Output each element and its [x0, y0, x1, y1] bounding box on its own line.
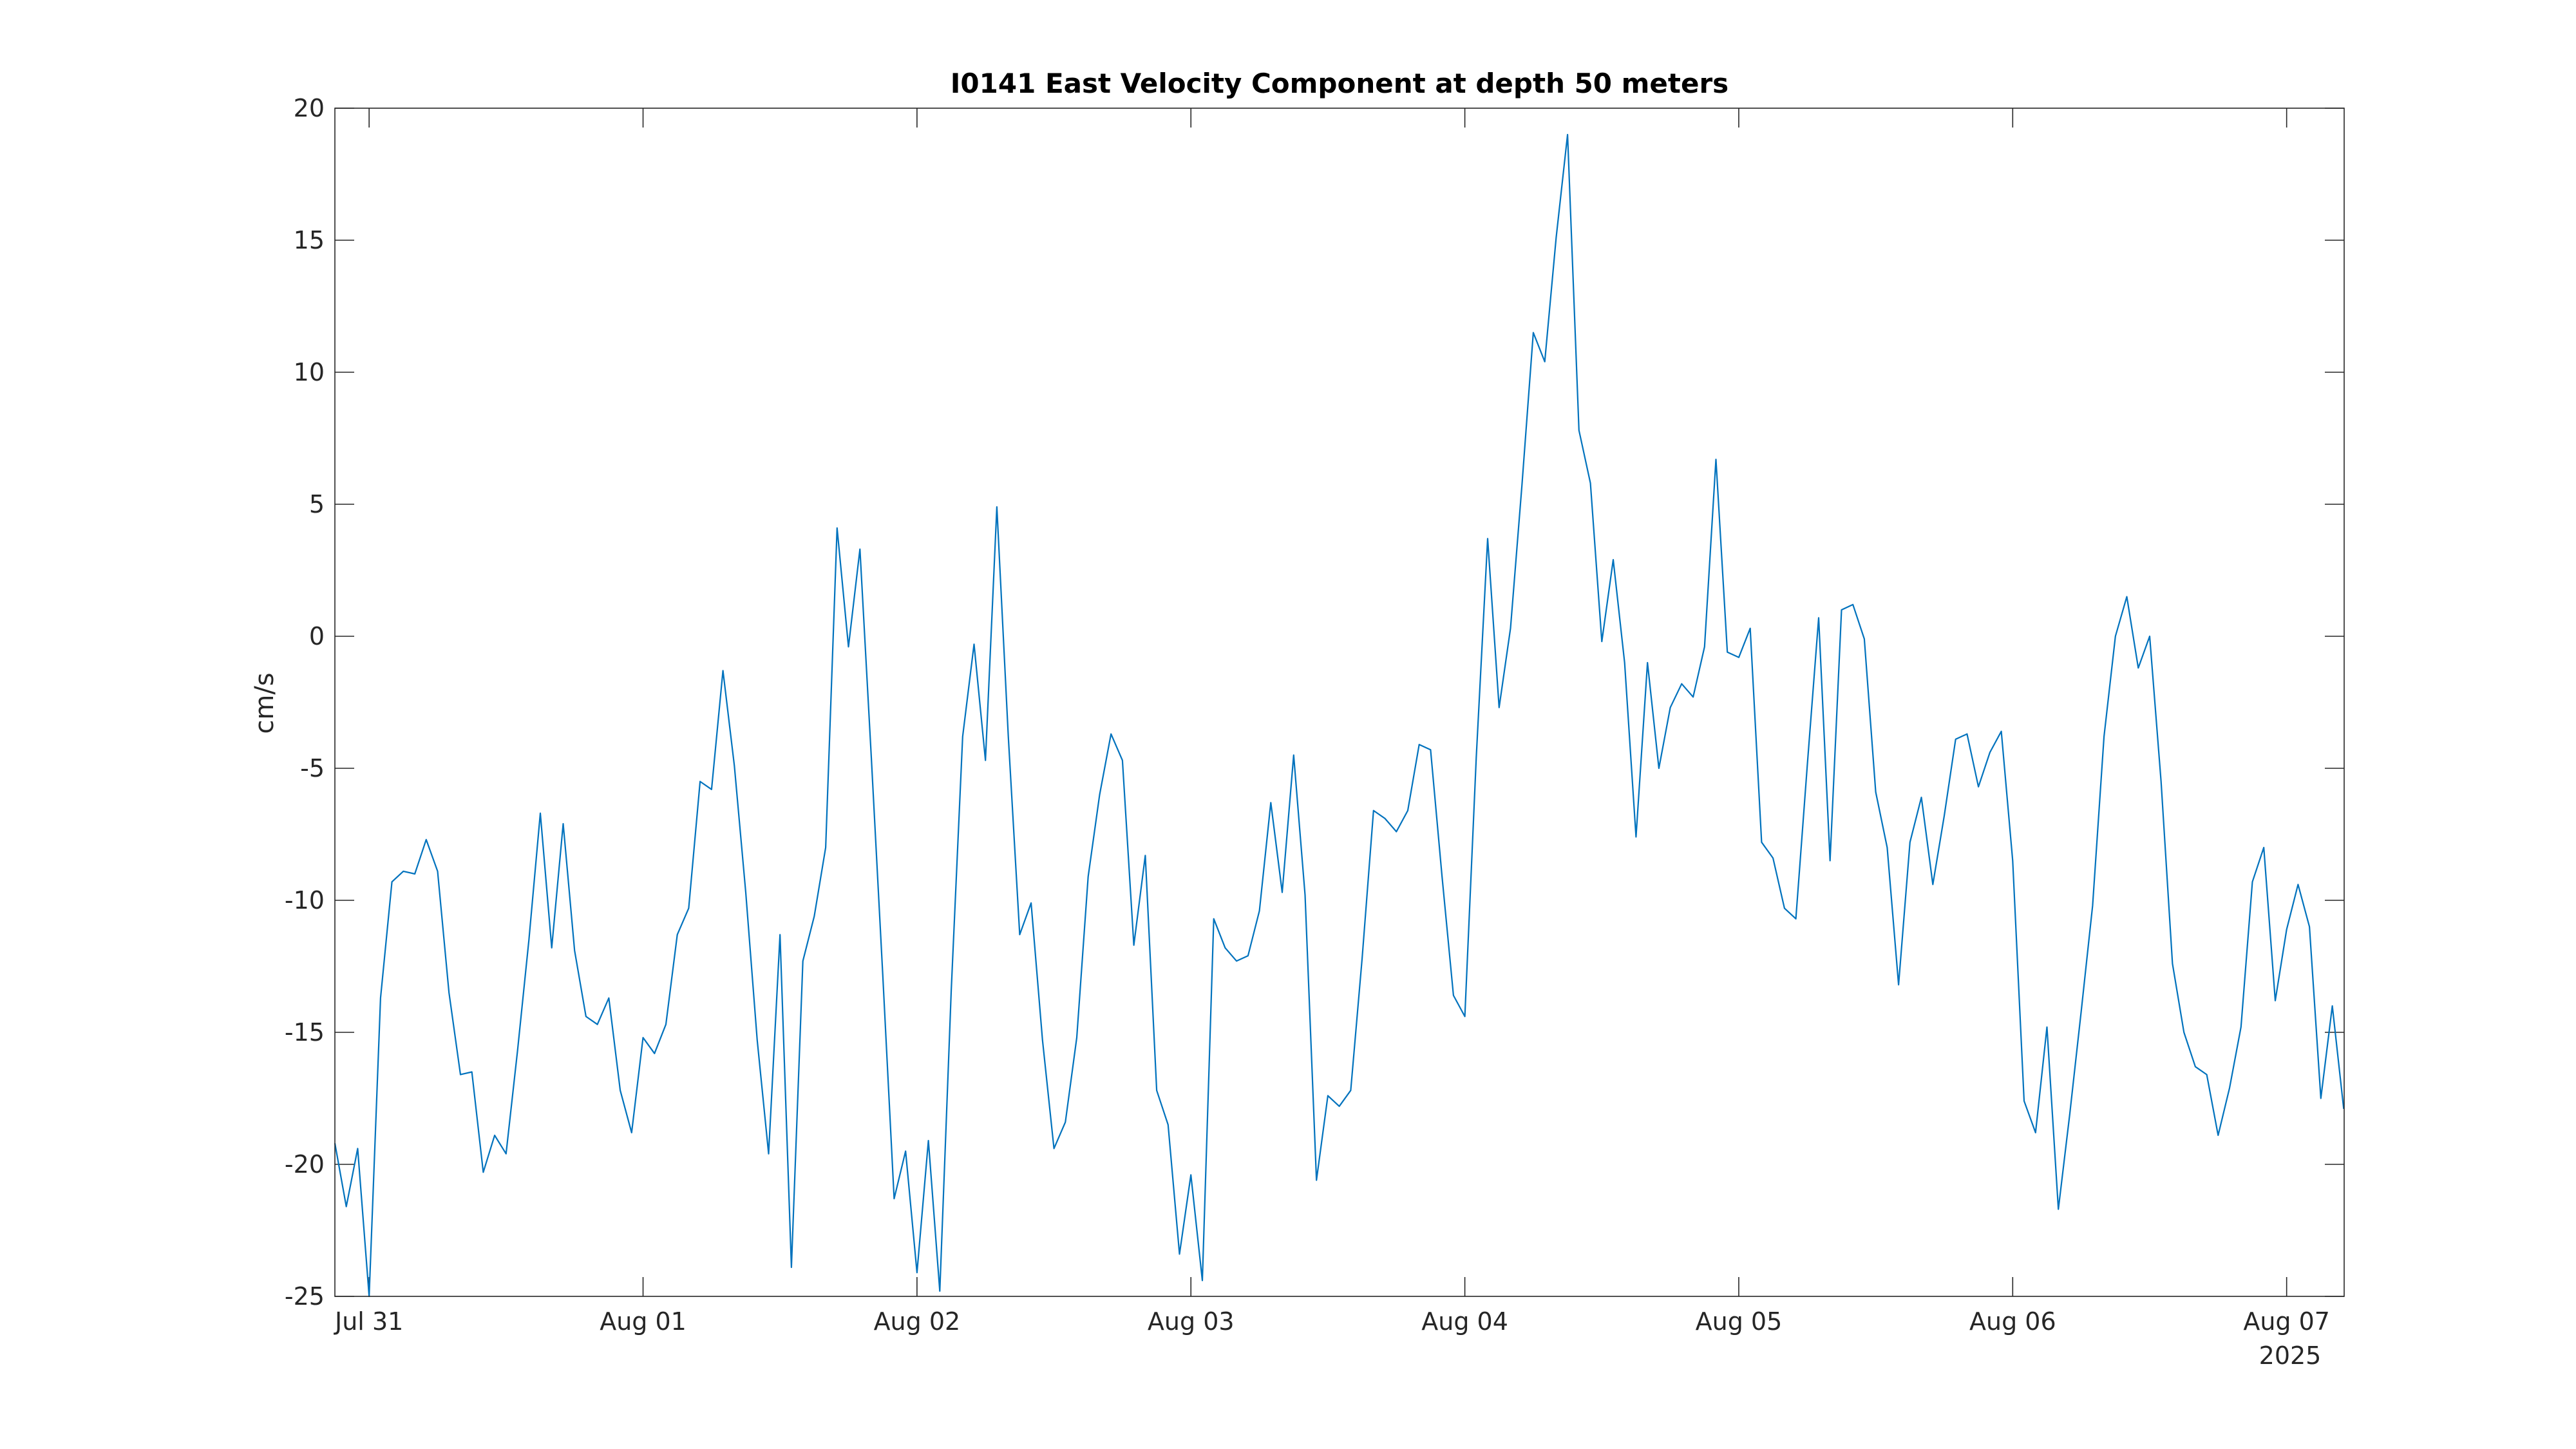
y-tick-label: -15: [285, 1018, 325, 1046]
plot-area: [335, 108, 2344, 1296]
y-tick-label: 20: [294, 94, 325, 122]
y-tick-label: 15: [294, 226, 325, 254]
x-tick-label: Aug 03: [1148, 1307, 1235, 1336]
y-tick-label: -20: [285, 1150, 325, 1179]
x-tick-label: Jul 31: [334, 1307, 403, 1336]
x-tick-label: Aug 06: [1969, 1307, 2056, 1336]
x-axis: Jul 31 Aug 01 Aug 02 Aug 03 Aug 04 Aug 05 Aug …: [334, 108, 2330, 1336]
x-tick-label: Aug 04: [1421, 1307, 1508, 1336]
y-tick-label: 10: [294, 358, 325, 386]
series-line-east-velocity: [334, 133, 2345, 1298]
y-tick-label: 0: [309, 622, 325, 650]
y-axis-label: cm/s: [250, 672, 279, 734]
y-tick-label: -10: [285, 886, 325, 914]
x-tick-label: Aug 07: [2243, 1307, 2330, 1336]
y-axis: 20 15 10 5 0 -5 -10 -15 -20 -25: [285, 94, 2344, 1311]
x-tick-label: Aug 05: [1696, 1307, 1783, 1336]
y-tick-label: 5: [309, 490, 325, 518]
y-tick-label: -25: [285, 1282, 325, 1311]
y-tick-label: -5: [300, 754, 325, 782]
x-tick-label: Aug 02: [874, 1307, 961, 1336]
x-tick-label: Aug 01: [600, 1307, 687, 1336]
x-axis-year-label: 2025: [2259, 1341, 2322, 1370]
chart-title: I0141 East Velocity Component at depth 5…: [951, 68, 1728, 99]
plot-frame: [334, 108, 2345, 1297]
